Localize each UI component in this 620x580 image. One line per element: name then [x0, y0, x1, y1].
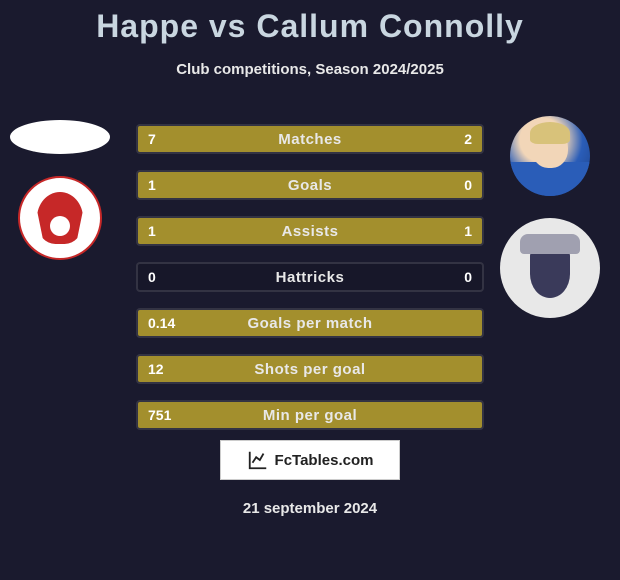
- stat-label: Min per goal: [138, 402, 482, 428]
- date-label: 21 september 2024: [0, 500, 620, 517]
- stat-label: Shots per goal: [138, 356, 482, 382]
- stat-label: Assists: [138, 218, 482, 244]
- stat-label: Matches: [138, 126, 482, 152]
- subtitle: Club competitions, Season 2024/2025: [0, 61, 620, 78]
- stat-row: 0.14Goals per match: [136, 308, 484, 338]
- chart-icon: [247, 449, 269, 471]
- page-title: Happe vs Callum Connolly: [0, 0, 620, 45]
- stat-label: Goals: [138, 172, 482, 198]
- stat-row: 11Assists: [136, 216, 484, 246]
- player-left-photo: [10, 120, 110, 154]
- stat-label: Hattricks: [138, 264, 482, 290]
- player-right-photo: [510, 116, 590, 196]
- brand-badge[interactable]: FcTables.com: [220, 440, 400, 480]
- club-crest-left: [18, 176, 102, 260]
- stats-bars: 72Matches 10Goals 11Assists 00Hattricks 0.14…: [136, 124, 484, 446]
- stat-row: 10Goals: [136, 170, 484, 200]
- stat-row: 751Min per goal: [136, 400, 484, 430]
- stat-label: Goals per match: [138, 310, 482, 336]
- brand-label: FcTables.com: [275, 452, 374, 469]
- stat-row: 00Hattricks: [136, 262, 484, 292]
- stat-row: 12Shots per goal: [136, 354, 484, 384]
- stat-row: 72Matches: [136, 124, 484, 154]
- club-crest-right: [500, 218, 600, 318]
- player-right-hair: [530, 122, 570, 144]
